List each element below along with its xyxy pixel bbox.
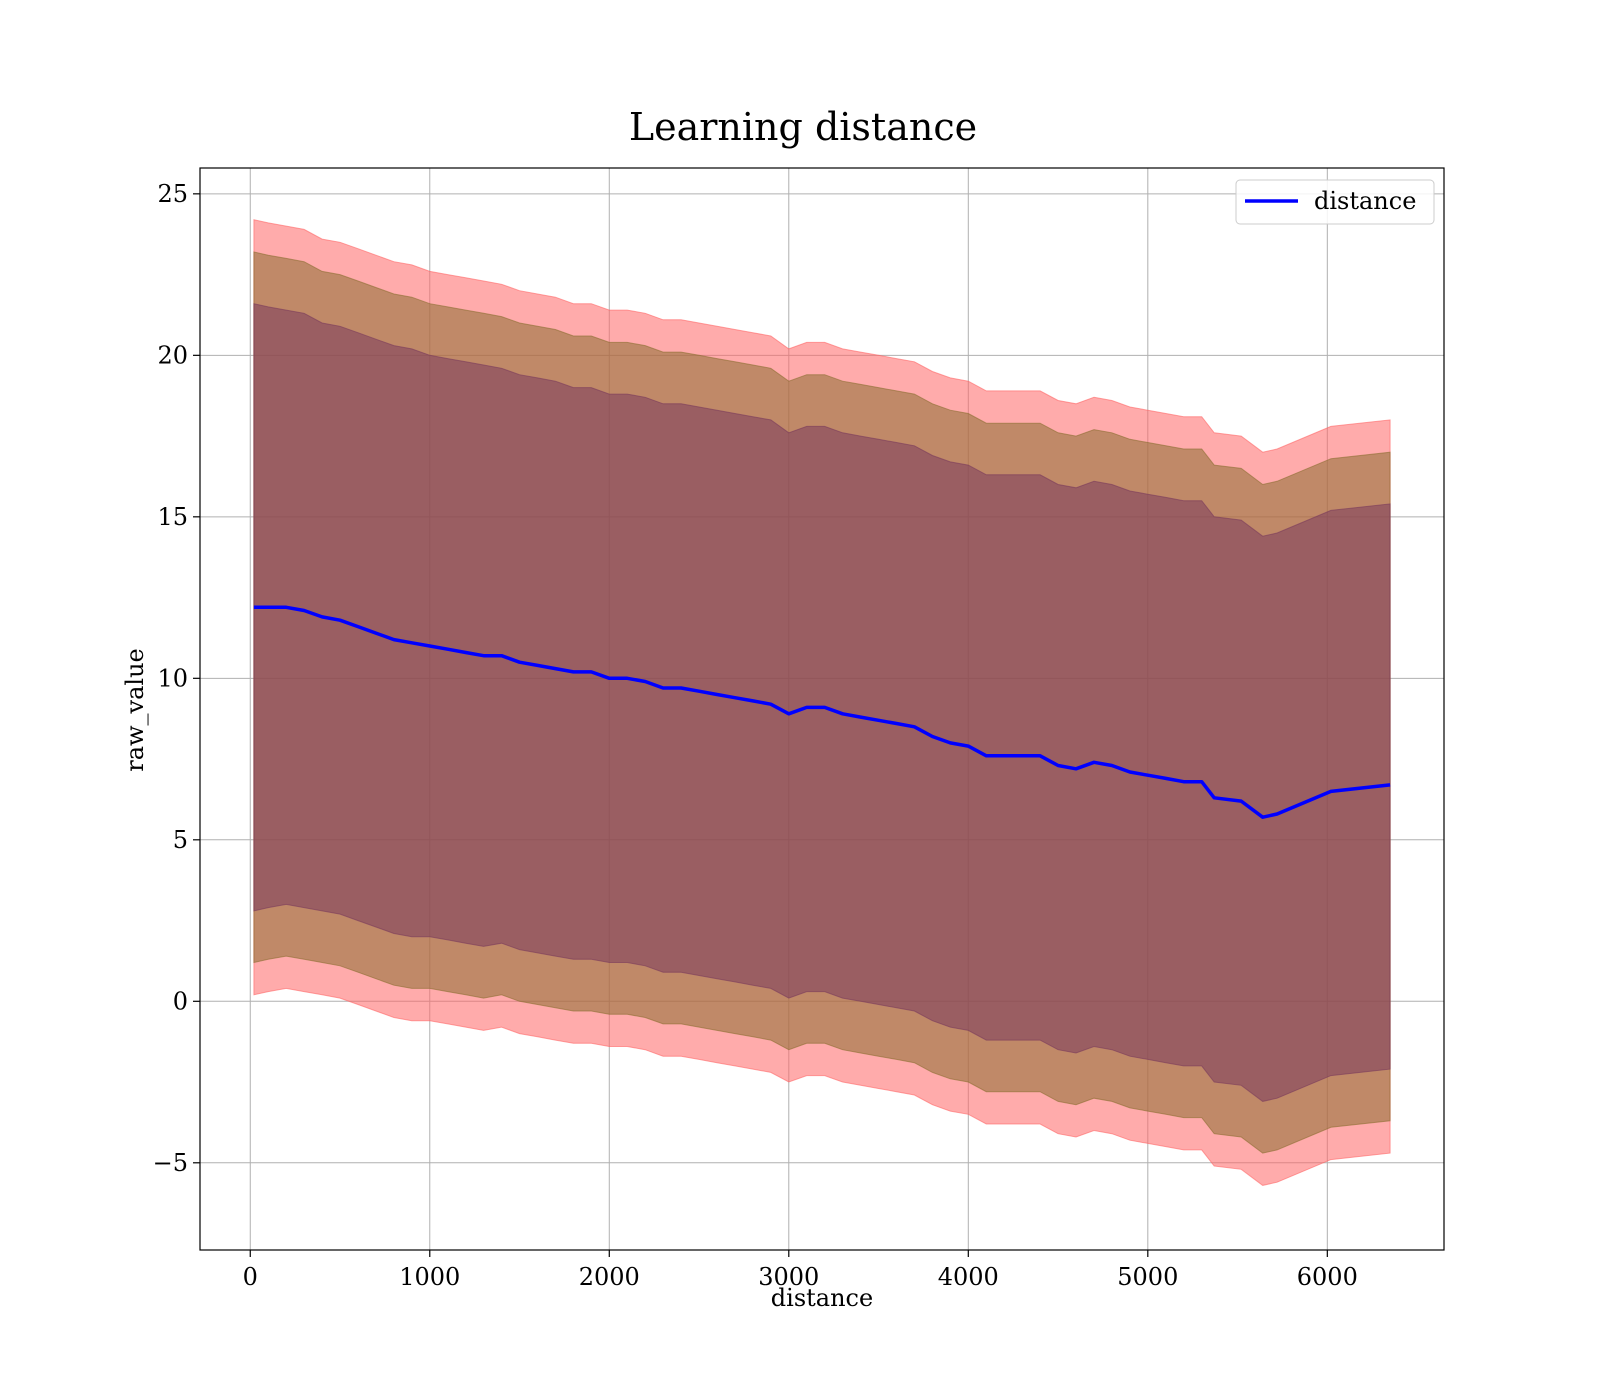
y-tick-label: −5 — [153, 1149, 188, 1177]
chart-title: Learning distance — [629, 105, 977, 149]
y-tick-label: 25 — [157, 180, 188, 208]
y-tick-label: 0 — [173, 987, 188, 1015]
series-lines — [253, 605, 1391, 819]
x-axis-label: distance — [771, 1284, 873, 1312]
x-tick-label: 3000 — [758, 1263, 819, 1291]
x-tick-label: 0 — [243, 1263, 258, 1291]
axis-ticks: 0 1000 2000 3000 4000 5000 6000 −5 0 5 10 15 20 25 — [153, 180, 1358, 1291]
y-axis-label: raw_value — [121, 648, 149, 772]
x-tick-label: 1000 — [399, 1263, 460, 1291]
x-tick-label: 2000 — [579, 1263, 640, 1291]
x-tick-label: 4000 — [938, 1263, 999, 1291]
legend: distance — [1235, 179, 1435, 225]
y-tick-label: 10 — [157, 664, 188, 692]
x-tick-label: 6000 — [1297, 1263, 1358, 1291]
x-tick-label: 5000 — [1117, 1263, 1178, 1291]
band-area — [253, 303, 1391, 1102]
series-line-distance — [253, 605, 1391, 819]
y-tick-label: 5 — [173, 826, 188, 854]
confidence-bands — [253, 219, 1391, 1186]
plot-frame — [199, 167, 1445, 1251]
legend-box — [1235, 179, 1435, 225]
y-tick-label: 20 — [157, 341, 188, 369]
legend-label: distance — [1314, 187, 1416, 215]
y-tick-label: 15 — [157, 503, 188, 531]
